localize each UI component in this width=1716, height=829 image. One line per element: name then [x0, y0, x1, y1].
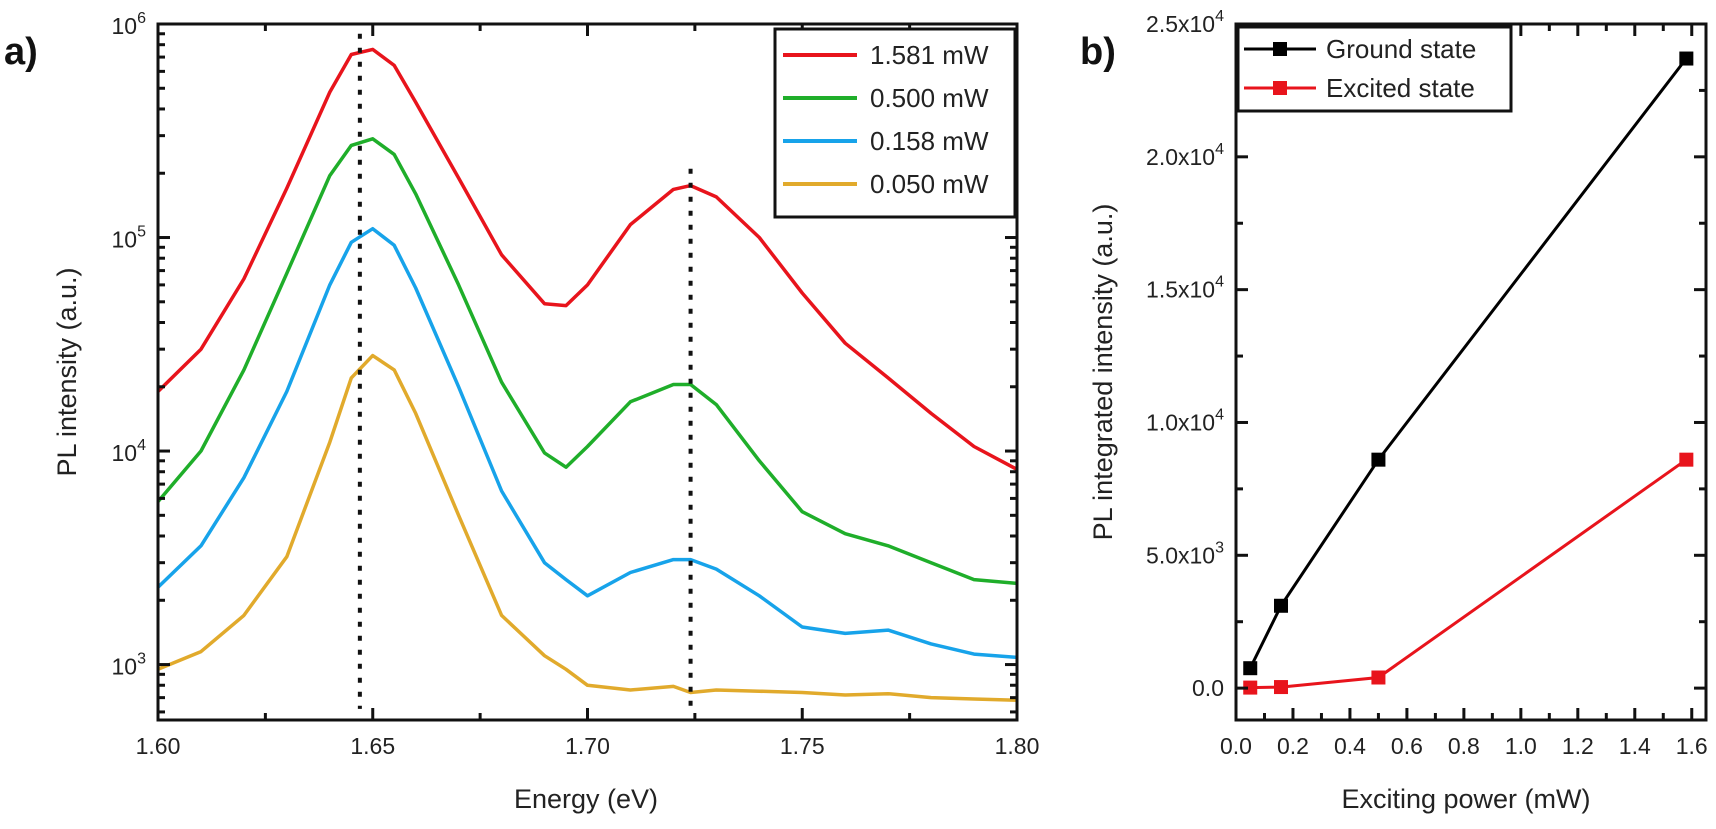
- plot-b-ytick-label: 1.5x104: [1146, 274, 1224, 303]
- plot-b: 0.0 0.2 0.4 0.6 0.8 1.0 1.2 1.4 1.6 0.0 5.0x103 1.0…: [1146, 8, 1708, 759]
- plot-b-xtick-label: 0.6: [1391, 733, 1423, 759]
- plot-b-xtick-label: 1.4: [1619, 733, 1651, 759]
- plot-b-xtick-label: 0.4: [1334, 733, 1366, 759]
- plot-b-ytick-label: 2.0x104: [1146, 141, 1224, 170]
- plot-a-legend-label: 0.500 mW: [870, 83, 989, 113]
- plot-b-ytick-label: 5.0x103: [1146, 539, 1224, 568]
- plot-b-legend-marker: [1273, 42, 1287, 56]
- plot-b-point: [1371, 452, 1386, 467]
- plot-b-xtick-label: 0.2: [1277, 733, 1309, 759]
- plot-a-xtick-label: 1.60: [136, 733, 181, 759]
- plot-b-xtick-label: 1.0: [1505, 733, 1537, 759]
- plot-b-ytick-label: 1.0x104: [1146, 406, 1224, 435]
- panel-b-label: b): [1080, 31, 1116, 73]
- plot-a-ytick-label: 106: [112, 10, 147, 39]
- panel-a-label: a): [4, 31, 38, 73]
- plot-b-xtick-label: 1.6: [1676, 733, 1708, 759]
- plot-a-legend-label: 1.581 mW: [870, 40, 989, 70]
- plot-b-ylabel: PL integrated intensity (a.u.): [1088, 204, 1118, 541]
- plot-b-legend-label: Excited state: [1326, 73, 1475, 103]
- plot-b-xtick-label: 0.0: [1220, 733, 1252, 759]
- plot-a-xlabel: Energy (eV): [514, 784, 658, 814]
- plot-b-point: [1274, 680, 1289, 695]
- plot-a-series-0: [156, 47, 1018, 471]
- plot-b-legend-marker: [1273, 81, 1287, 95]
- plot-a-series-1: [156, 137, 1018, 586]
- plot-a-ytick-label: 105: [112, 224, 147, 253]
- plot-a-ytick-label: 104: [112, 437, 147, 466]
- plot-b-point: [1274, 598, 1289, 613]
- plot-a-ytick-label: 103: [112, 651, 147, 680]
- plot-b-series-0: [1248, 57, 1688, 669]
- plot-a-xtick-label: 1.65: [350, 733, 395, 759]
- plot-b-ytick-label: 0.0: [1192, 675, 1224, 701]
- plot-a-xtick-label: 1.80: [995, 733, 1040, 759]
- plot-b-legend-label: Ground state: [1326, 34, 1476, 64]
- plot-a-series-3: [157, 353, 1018, 703]
- plot-a-xtick-label: 1.75: [780, 733, 825, 759]
- plot-b-point: [1679, 51, 1694, 66]
- plot-a-xtick-label: 1.70: [565, 733, 610, 759]
- plot-b-point: [1243, 680, 1258, 695]
- plot-b-ytick-label: 2.5x104: [1146, 8, 1224, 37]
- plot-b-legend: [1236, 25, 1513, 113]
- plot-a-legend-label: 0.158 mW: [870, 126, 989, 156]
- plot-b-point: [1371, 670, 1386, 685]
- plot-a-legend-label: 0.050 mW: [870, 169, 989, 199]
- plot-a-series-2: [156, 226, 1018, 660]
- plot-b-point: [1679, 452, 1694, 467]
- plot-b-xtick-label: 0.8: [1448, 733, 1480, 759]
- plot-b-frame: [1234, 22, 1708, 722]
- plot-a-ylabel: PL intensity (a.u.): [52, 267, 82, 476]
- plot-b-point: [1243, 661, 1258, 676]
- plot-b-xtick-label: 1.2: [1562, 733, 1594, 759]
- plot-b-xlabel: Exciting power (mW): [1341, 784, 1590, 814]
- plot-b-series-1: [1250, 458, 1688, 690]
- plot-a: 1.60 1.65 1.70 1.75 1.80 103 104 105 106 1.581 mW…: [112, 10, 1040, 759]
